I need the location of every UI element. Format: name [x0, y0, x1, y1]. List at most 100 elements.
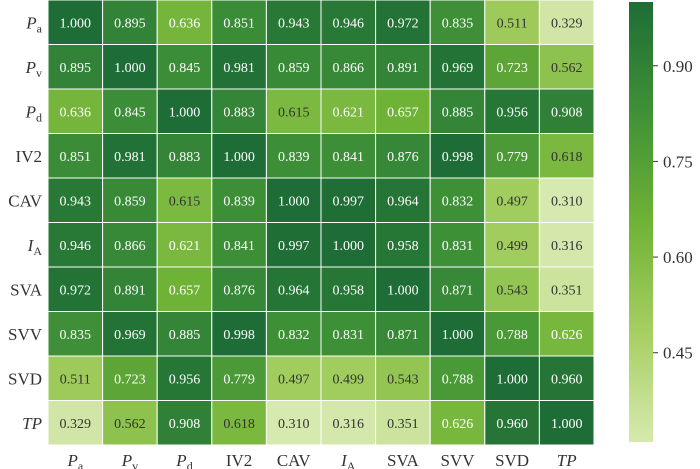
- row-label: IA: [27, 236, 43, 258]
- heatmap-cell: [484, 266, 540, 312]
- heatmap-cell: [429, 400, 486, 446]
- column-label: TP: [557, 451, 577, 469]
- column-label-main: SVV: [440, 451, 475, 469]
- cell-value-label: 0.964: [278, 283, 310, 298]
- cell-value-label: 0.779: [496, 150, 528, 165]
- cell-value-label: 0.969: [442, 61, 474, 76]
- cell-value-label: 0.615: [278, 105, 310, 120]
- heatmap-cell: [375, 266, 431, 312]
- heatmap-cell: [211, 0, 267, 45]
- cell-value-label: 1.000: [496, 372, 528, 387]
- column-label-main: I: [340, 451, 348, 469]
- cell-value-label: 0.626: [551, 328, 583, 343]
- row-label-sub: d: [36, 110, 42, 124]
- cell-value-label: 0.621: [169, 239, 201, 254]
- cell-value-label: 0.618: [551, 150, 583, 165]
- cell-value-label: 0.981: [223, 61, 255, 76]
- cell-value-label: 0.657: [169, 283, 201, 298]
- cell-value-label: 0.831: [442, 239, 474, 254]
- heatmap-cell: [102, 222, 158, 268]
- heatmap-cell: [265, 400, 322, 446]
- cell-value-label: 0.839: [278, 150, 310, 165]
- colorbar-tick-label: 0.75: [663, 152, 693, 171]
- row-label: SVA: [10, 280, 43, 299]
- row-label-main: P: [25, 102, 36, 121]
- row-label: CAV: [8, 191, 42, 210]
- cell-value-label: 0.871: [442, 283, 474, 298]
- heatmap-cell: [484, 0, 540, 45]
- column-label-main: CAV: [277, 451, 311, 469]
- cell-value-label: 0.956: [496, 105, 528, 120]
- cell-value-label: 0.859: [278, 61, 310, 76]
- heatmap-cell: [47, 400, 104, 446]
- cell-value-label: 0.960: [496, 417, 528, 432]
- cell-value-label: 1.000: [169, 105, 201, 120]
- cell-value-label: 0.883: [223, 105, 255, 120]
- row-label-main: I: [27, 236, 35, 255]
- cell-value-label: 0.998: [442, 150, 474, 165]
- column-label: Pv: [121, 451, 138, 469]
- cell-value-label: 0.845: [169, 61, 201, 76]
- heatmap-cell: [320, 0, 377, 45]
- heatmap-cell: [47, 133, 104, 179]
- heatmap-cell: [375, 133, 431, 179]
- column-labels: Pa Pv Pd IV2 CAV IA SVA SVV SVD TP: [66, 451, 576, 469]
- row-label: SVD: [8, 369, 42, 388]
- cell-value-label: 0.351: [551, 283, 583, 298]
- heatmap-cell: [484, 400, 540, 446]
- cell-value-label: 1.000: [278, 194, 310, 209]
- row-label-main: P: [25, 13, 36, 32]
- cell-value-label: 0.946: [333, 16, 365, 31]
- heatmap-cell: [429, 0, 486, 45]
- cell-value-label: 0.657: [387, 105, 419, 120]
- cell-value-label: 0.499: [496, 239, 528, 254]
- heatmap-cell: [156, 133, 213, 179]
- heatmap-cell: [47, 355, 104, 401]
- cell-value-label: 0.943: [278, 16, 310, 31]
- column-label-sub: a: [78, 459, 84, 469]
- column-label-sub: A: [347, 459, 356, 469]
- heatmap-cell: [538, 222, 595, 268]
- column-label: Pd: [175, 451, 192, 469]
- heatmap-cell: [265, 44, 322, 90]
- row-label: IV2: [16, 147, 42, 166]
- heatmap-cell: [156, 266, 213, 312]
- colorbar-tick-label: 0.45: [663, 344, 693, 363]
- cell-value-label: 0.839: [223, 194, 255, 209]
- heatmap-cell: [47, 0, 104, 45]
- heatmap-cell: [320, 222, 377, 268]
- cell-value-label: 0.866: [333, 61, 365, 76]
- cell-value-label: 1.000: [60, 16, 92, 31]
- heatmap-cell: [429, 311, 486, 357]
- cell-value-label: 0.969: [114, 328, 146, 343]
- colorbar-tick-label: 0.60: [663, 248, 693, 267]
- row-label: Pd: [25, 102, 42, 124]
- heatmap-cell: [102, 44, 158, 90]
- cell-value-label: 0.972: [387, 16, 419, 31]
- heatmap-cell: [484, 88, 540, 134]
- heatmap-cell: [265, 311, 322, 357]
- cell-value-label: 0.997: [333, 194, 365, 209]
- cell-value-label: 0.885: [442, 105, 474, 120]
- heatmap-cell: [538, 0, 595, 45]
- cell-value-label: 0.883: [169, 150, 201, 165]
- heatmap-cell: [375, 0, 431, 45]
- heatmap-cell: [211, 44, 267, 90]
- cell-value-label: 0.964: [387, 194, 419, 209]
- row-label: Pa: [25, 13, 42, 35]
- heatmap-cell: [429, 88, 486, 134]
- column-label: CAV: [277, 451, 311, 469]
- cell-value-label: 0.960: [551, 372, 583, 387]
- cell-value-label: 0.851: [223, 16, 255, 31]
- cell-value-label: 1.000: [442, 328, 474, 343]
- cell-value-label: 0.956: [169, 372, 201, 387]
- cell-value-label: 0.908: [169, 417, 201, 432]
- heatmap-cell: [538, 88, 595, 134]
- column-label: SVD: [495, 451, 529, 469]
- cell-value-label: 1.000: [333, 239, 365, 254]
- cell-value-label: 0.895: [60, 61, 92, 76]
- cell-value-label: 1.000: [551, 417, 583, 432]
- heatmap-cell: [484, 177, 540, 223]
- cell-value-label: 0.981: [114, 150, 146, 165]
